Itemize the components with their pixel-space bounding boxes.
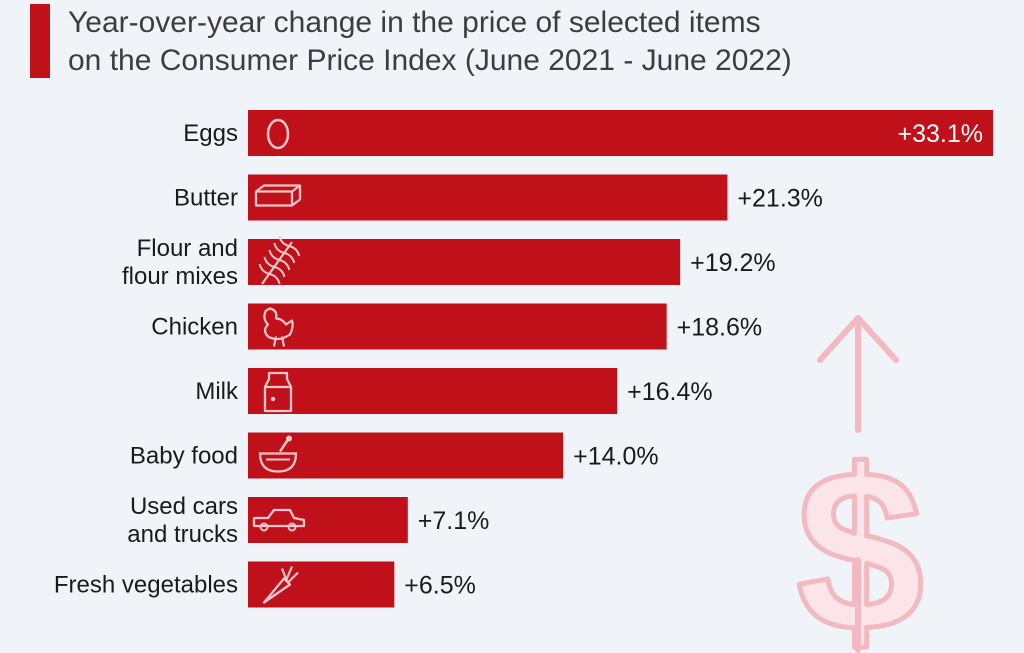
value-label: +14.0% — [573, 443, 659, 471]
value-label: +33.1% — [898, 120, 984, 148]
category-label: Butter — [174, 185, 238, 212]
bar — [248, 368, 618, 414]
bar — [248, 303, 667, 350]
value-label: +18.6% — [677, 314, 763, 342]
bar — [248, 497, 408, 543]
bar-row: Chicken +18.6% — [151, 303, 763, 350]
title-accent-bar — [30, 4, 50, 78]
value-label: +19.2% — [690, 249, 776, 277]
bar-row: Butter +21.3% — [174, 174, 823, 221]
chart-title: Year-over-year change in the price of se… — [68, 6, 792, 77]
bar — [248, 174, 728, 221]
bar-row: Milk +16.4% — [195, 368, 713, 414]
value-label: +7.1% — [418, 507, 490, 535]
category-label: Chicken — [151, 314, 238, 341]
category-label: Baby food — [130, 443, 238, 470]
baby-food-bowl-icon — [258, 435, 298, 473]
category-label: Milk — [195, 378, 239, 405]
wheat-icon — [258, 235, 301, 285]
category-label: Flour and flour mixes — [122, 235, 238, 290]
bar-row: Eggs +33.1% — [183, 110, 993, 156]
dollar-rising-arrow-icon: $ — [794, 315, 926, 653]
bar — [248, 432, 564, 479]
chicken-icon — [263, 307, 294, 347]
value-label: +16.4% — [627, 378, 713, 406]
bar-row: Baby food +14.0% — [130, 432, 659, 479]
butter-icon — [254, 184, 302, 207]
category-label: Eggs — [183, 120, 238, 147]
value-label: +6.5% — [404, 572, 476, 600]
bar — [248, 561, 395, 608]
category-label: Fresh vegetables — [54, 572, 238, 599]
bar-row: Used cars and trucks +7.1% — [127, 493, 489, 548]
milk-carton-icon — [263, 371, 293, 413]
egg-icon — [266, 118, 290, 150]
car-icon — [252, 508, 306, 532]
bar — [248, 110, 993, 156]
carrot-icon — [262, 566, 299, 604]
bar-row: Flour and flour mixes +19.2% — [122, 235, 776, 290]
bar-row: Fresh vegetables +6.5% — [54, 561, 476, 608]
chart-title-block: Year-over-year change in the price of se… — [30, 4, 1010, 82]
value-label: +21.3% — [737, 185, 823, 213]
category-label: Used cars and trucks — [127, 493, 238, 548]
bar — [248, 239, 681, 285]
